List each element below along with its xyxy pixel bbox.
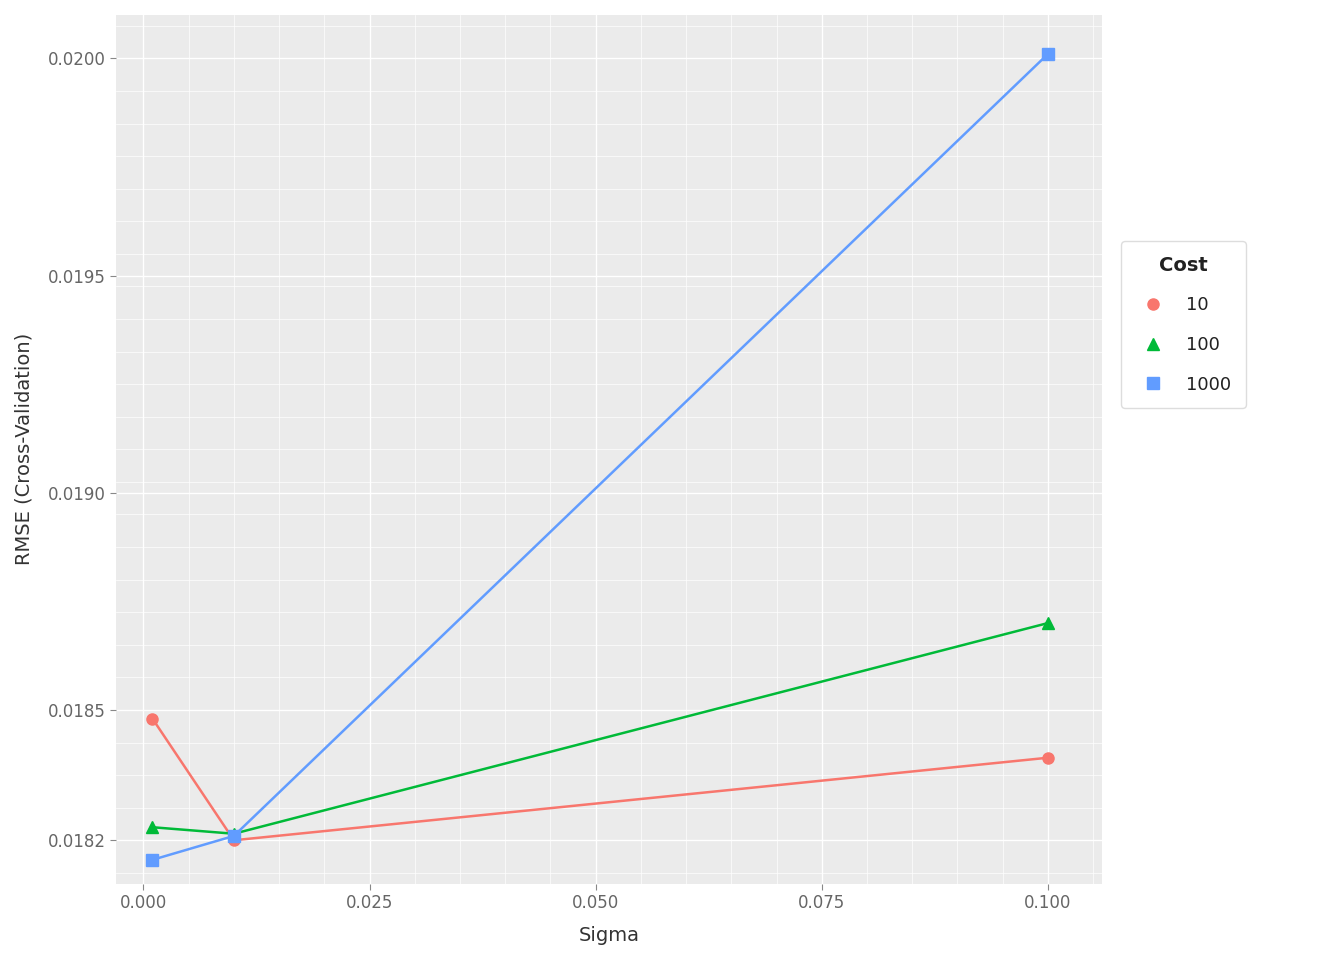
100: [226, 828, 242, 839]
1000: [1040, 48, 1056, 60]
100: [1040, 617, 1056, 629]
Legend: 10, 100, 1000: 10, 100, 1000: [1121, 241, 1246, 408]
Line: 10: 10: [146, 713, 1054, 846]
10: [144, 713, 160, 725]
10: [226, 834, 242, 846]
1000: [144, 854, 160, 866]
Line: 100: 100: [146, 617, 1054, 839]
X-axis label: Sigma: Sigma: [579, 926, 640, 945]
Y-axis label: RMSE (Cross-Validation): RMSE (Cross-Validation): [15, 333, 34, 565]
Line: 1000: 1000: [146, 49, 1054, 865]
10: [1040, 752, 1056, 763]
100: [144, 822, 160, 833]
1000: [226, 830, 242, 842]
